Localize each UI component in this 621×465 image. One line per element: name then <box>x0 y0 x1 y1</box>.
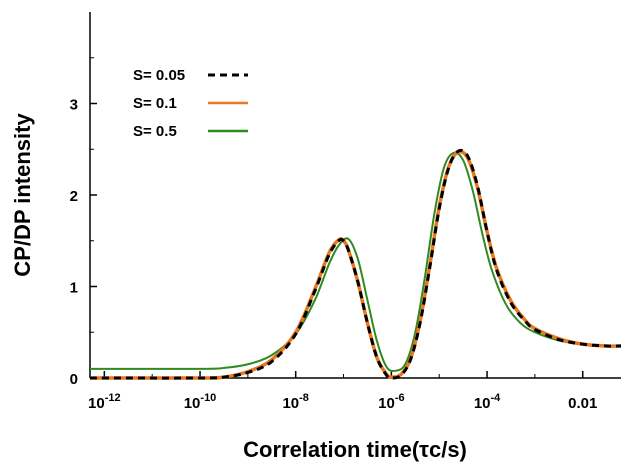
x-tick-label: 10-12 <box>88 392 121 412</box>
legend-label: S= 0.1 <box>133 95 177 112</box>
legend-label: S= 0.05 <box>133 67 185 84</box>
x-axis-title: Correlation time(τc/s) <box>243 437 467 462</box>
legend-label: S= 0.5 <box>133 123 177 140</box>
y-tick-label: 0 <box>70 371 78 388</box>
x-ticks: 10-12 10-10 10-8 10-6 10-4 0.01 <box>88 371 597 412</box>
series-line-2 <box>89 151 621 373</box>
series-layer <box>89 148 621 380</box>
y-tick-label: 3 <box>70 97 78 114</box>
y-tick-label: 2 <box>70 188 78 205</box>
x-tick-label: 10-10 <box>184 392 217 412</box>
y-ticks: 0 1 2 3 <box>70 57 97 388</box>
x-tick-label: 10-4 <box>474 392 501 412</box>
series-line-0 <box>89 148 621 380</box>
legend: S= 0.05 S= 0.1 S= 0.5 <box>133 67 248 140</box>
y-axis-title: CP/DP intensity <box>10 113 35 277</box>
series-line-1 <box>89 149 621 380</box>
x-tick-label: 10-6 <box>378 392 404 412</box>
x-tick-label: 0.01 <box>568 395 597 412</box>
x-tick-label: 10-8 <box>282 392 308 412</box>
y-tick-label: 1 <box>70 280 78 297</box>
